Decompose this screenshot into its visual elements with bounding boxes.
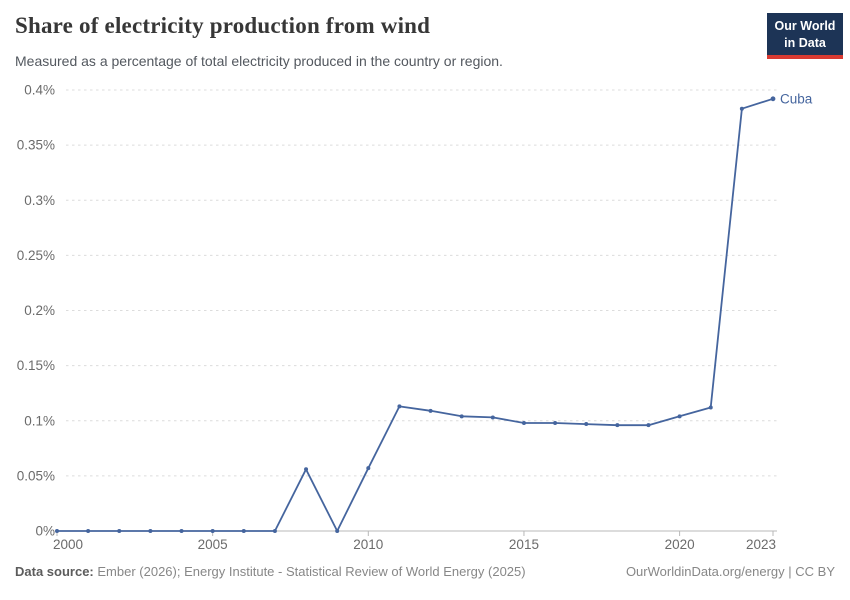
data-source-note: Data source: Ember (2026); Energy Instit… [15,564,526,579]
license-note[interactable]: OurWorldinData.org/energy | CC BY [625,564,835,579]
data-point[interactable] [86,529,91,533]
data-point[interactable] [241,529,246,533]
data-point[interactable] [553,420,558,425]
page-title: Share of electricity production from win… [15,13,431,38]
data-point[interactable] [739,106,744,111]
line-chart-canvas[interactable]: 0% 0.05% 0.1% 0.15% 0.2% 0.25% 0.3% 0.35% 0.4% 20… [0,78,850,558]
data-point[interactable] [335,529,340,533]
chart-footer: Data source: Ember (2026); Energy Instit… [15,564,835,579]
data-point[interactable] [397,404,402,409]
data-point[interactable] [770,96,776,102]
owid-logo-line2: in Data [784,35,826,50]
y-tick-label: 0.2% [24,303,55,318]
data-point[interactable] [490,415,495,420]
data-point[interactable] [117,529,122,533]
data-source-label: Data source: [15,564,98,579]
x-tick-label: 2010 [353,537,383,552]
data-point[interactable] [210,529,215,533]
chart-subtitle: Measured as a percentage of total electr… [15,53,503,69]
data-source-text: Ember (2026); Energy Institute - Statist… [97,564,526,579]
y-tick-label: 0.35% [17,138,55,153]
data-point[interactable] [148,529,153,533]
series-line-cuba[interactable] [56,97,774,532]
y-tick-label: 0.25% [17,248,55,263]
x-tick-label: 2023 [746,537,776,552]
y-tick-label: 0.15% [17,358,55,373]
data-point[interactable] [179,529,184,533]
data-point[interactable] [428,408,433,413]
y-tick-label: 0% [35,524,55,539]
owid-logo-line1: Our World [774,19,836,33]
data-point[interactable] [272,529,277,533]
data-point[interactable] [677,414,682,419]
x-tick-label: 2000 [53,537,83,552]
data-point[interactable] [55,529,59,533]
y-tick-label: 0.05% [17,468,55,483]
x-tick-label: 2005 [198,537,228,552]
x-tick-label: 2015 [509,537,539,552]
x-tick-label: 2020 [665,537,695,552]
owid-logo[interactable]: Our World in Data [767,13,843,59]
data-point[interactable] [459,414,464,419]
y-tick-label: 0.1% [24,413,55,428]
data-point[interactable] [304,467,309,472]
y-tick-label: 0.4% [24,83,55,98]
data-point[interactable] [646,423,651,428]
data-point[interactable] [584,422,589,427]
data-point[interactable] [615,423,620,428]
y-tick-label: 0.3% [24,193,55,208]
data-point[interactable] [708,405,713,410]
data-point[interactable] [366,466,371,471]
data-point[interactable] [521,420,526,425]
series-end-label[interactable]: Cuba [780,91,813,106]
